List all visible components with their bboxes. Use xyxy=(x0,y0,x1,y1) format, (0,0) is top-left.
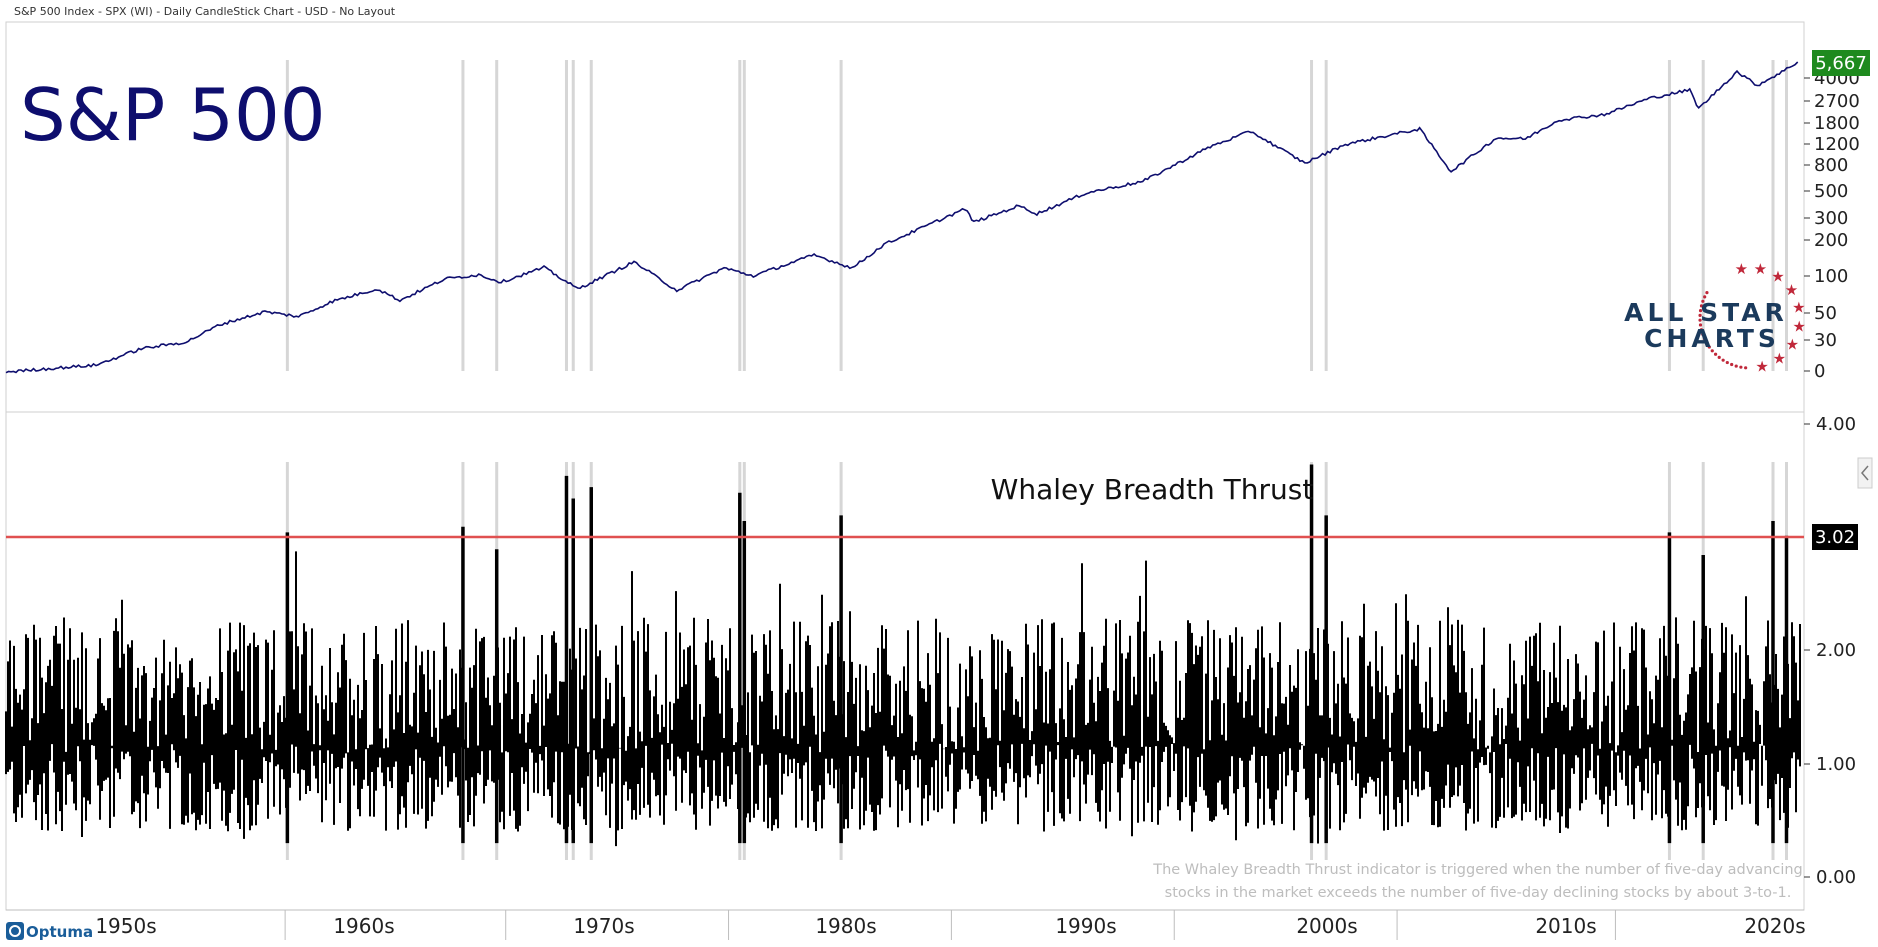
price-y-tick-label: 500 xyxy=(1814,181,1848,202)
x-tick-label: 1960s xyxy=(333,914,394,938)
panel-collapse-handle[interactable] xyxy=(1857,457,1873,489)
breadth-bar-cloud xyxy=(5,551,1801,847)
threshold-value-label: 3.02 xyxy=(1815,527,1855,548)
x-tick-label: 1970s xyxy=(573,914,634,938)
logo-dot xyxy=(1699,328,1703,332)
logo-dot xyxy=(1698,323,1703,327)
price-y-tick-label: 2700 xyxy=(1814,91,1860,112)
logo-star-icon: ★ xyxy=(1785,281,1798,299)
x-tick-label: 2020s xyxy=(1744,914,1805,938)
x-axis: 1950s 1960s 1970s 1980s 1990s 2000s 2010s 2020s xyxy=(6,909,1806,940)
price-line xyxy=(5,61,1799,374)
logo-dot xyxy=(1705,291,1709,295)
chart-header-title: S&P 500 Index - SPX (WI) - Daily CandleS… xyxy=(14,5,396,18)
logo-dot xyxy=(1702,337,1707,341)
all-star-charts-logo: ★ ★ ★★★★★★★ ALL STAR CHARTS xyxy=(1624,260,1806,376)
logo-dot xyxy=(1703,295,1707,299)
x-tick-label: 2000s xyxy=(1296,914,1357,938)
logo-dot xyxy=(1698,313,1702,317)
price-panel-signal-lines xyxy=(285,60,1788,371)
price-y-tick-label: 50 xyxy=(1814,303,1837,324)
x-tick-label: 2010s xyxy=(1535,914,1596,938)
logo-star-icon: ★ xyxy=(1771,268,1784,286)
breadth-bars xyxy=(5,464,1801,847)
price-chart-title: S&P 500 xyxy=(20,73,326,157)
last-price-label: 5,667 xyxy=(1815,53,1867,74)
breadth-chart-title: Whaley Breadth Thrust xyxy=(991,473,1314,506)
logo-dot xyxy=(1701,299,1705,303)
breadth-note-line-2: stocks in the market exceeds the number … xyxy=(1165,885,1792,901)
logo-dot xyxy=(1730,362,1734,367)
x-tick-label: 1980s xyxy=(815,914,876,938)
logo-dot xyxy=(1713,352,1718,356)
last-price-tag xyxy=(1812,50,1870,76)
chevron-left-icon xyxy=(1861,465,1869,481)
logo-dot xyxy=(1707,345,1711,349)
price-y-tick-label: 800 xyxy=(1814,155,1848,176)
logo-dot xyxy=(1699,304,1704,308)
star-ring-icon: ★ ★ ★★★★★★★ xyxy=(1698,260,1806,376)
price-y-tick-label: 0 xyxy=(1814,361,1825,382)
price-y-tick-label: 100 xyxy=(1814,266,1848,287)
logo-dot xyxy=(1744,366,1748,370)
logo-dot xyxy=(1717,355,1721,360)
optuma-logo-ring xyxy=(9,925,21,937)
optuma-logo-icon xyxy=(6,922,24,940)
logo-star-icon: ★ xyxy=(1773,349,1786,367)
logo-dot xyxy=(1710,349,1714,353)
logo-star-icon: ★ xyxy=(1754,260,1767,278)
price-y-tick-label: 1800 xyxy=(1814,113,1860,134)
logo-dot xyxy=(1725,360,1729,365)
optuma-brand: Optuma xyxy=(6,922,93,941)
logo-dot xyxy=(1705,341,1709,345)
threshold-value-tag xyxy=(1812,524,1858,550)
breadth-y-tick-label: 4.00 xyxy=(1816,414,1856,435)
price-y-tick-label: 200 xyxy=(1814,230,1848,251)
price-series xyxy=(5,61,1799,374)
logo-dot xyxy=(1739,365,1743,369)
price-y-tick-label: 1200 xyxy=(1814,134,1860,155)
optuma-brand-label: Optuma xyxy=(26,923,93,941)
price-y-tick-label: 300 xyxy=(1814,208,1848,229)
x-tick-label: 1950s xyxy=(95,914,156,938)
logo-star-icon: ★ xyxy=(1735,260,1748,278)
logo-dot xyxy=(1698,309,1703,313)
logo-line-2: CHARTS xyxy=(1644,324,1780,353)
logo-star-icon: ★ xyxy=(1786,335,1799,353)
price-y-tick-label: 30 xyxy=(1814,330,1837,351)
logo-star-icon: ★ xyxy=(1793,318,1806,336)
breadth-y-axis: 4.00 2.00 1.00 0.00 xyxy=(1804,414,1856,888)
logo-star-icon: ★ xyxy=(1755,358,1768,376)
logo-dot xyxy=(1698,318,1702,322)
breadth-y-tick-label: 1.00 xyxy=(1816,754,1856,775)
logo-dot xyxy=(1701,332,1705,336)
logo-line-1: ALL STAR xyxy=(1624,298,1788,327)
logo-dot xyxy=(1734,364,1738,368)
breadth-y-tick-label: 2.00 xyxy=(1816,640,1856,661)
breadth-note-line-1: The Whaley Breadth Thrust indicator is t… xyxy=(1152,862,1803,878)
logo-star-icon: ★ xyxy=(1792,299,1805,317)
breadth-y-tick-label: 0.00 xyxy=(1816,867,1856,888)
logo-dot xyxy=(1721,358,1725,362)
x-tick-label: 1990s xyxy=(1055,914,1116,938)
